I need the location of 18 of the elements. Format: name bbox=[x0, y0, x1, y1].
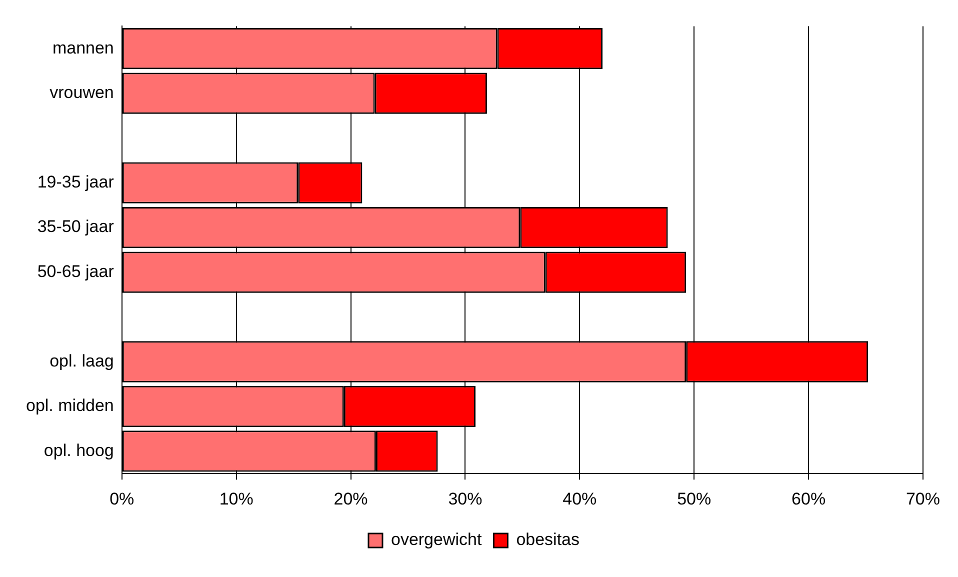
x-tick-label: 40% bbox=[562, 489, 597, 508]
x-tick-label: 60% bbox=[792, 489, 826, 508]
y-tick-label: 35-50 jaar bbox=[37, 217, 114, 236]
y-tick-label: opl. midden bbox=[26, 396, 114, 416]
legend-label: overgewicht bbox=[390, 530, 482, 550]
x-tick-label: 30% bbox=[448, 489, 482, 508]
x-tick-label: 20% bbox=[334, 489, 368, 508]
legend-label: obesitas bbox=[516, 530, 580, 550]
y-tick-label: 50-65 jaar bbox=[37, 262, 114, 281]
x-tick-label: 0% bbox=[110, 489, 134, 508]
x-tick-label: 50% bbox=[677, 489, 712, 508]
y-tick-label: opl. hoog bbox=[44, 440, 114, 460]
y-tick-label: mannen bbox=[52, 38, 114, 58]
y-tick-label: 19-35 jaar bbox=[37, 172, 114, 192]
x-tick-label: 10% bbox=[219, 489, 254, 508]
x-tick-label: 70% bbox=[906, 489, 940, 508]
y-tick-label: vrouwen bbox=[50, 82, 114, 102]
y-tick-label: opl. laag bbox=[50, 351, 114, 370]
